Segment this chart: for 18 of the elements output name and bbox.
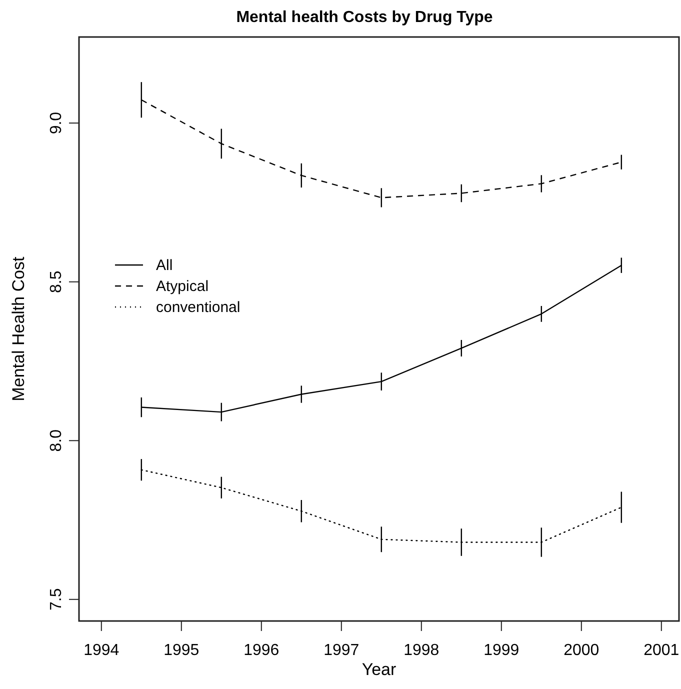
legend-label: All bbox=[156, 257, 173, 274]
x-tick-label: 1998 bbox=[404, 642, 440, 659]
x-tick-label: 2000 bbox=[564, 642, 600, 659]
legend-label: conventional bbox=[156, 299, 240, 316]
y-tick-label: 8.5 bbox=[48, 270, 65, 293]
y-axis-title: Mental Health Cost bbox=[9, 256, 28, 402]
legend-label: Atypical bbox=[156, 278, 209, 295]
x-tick-label: 1995 bbox=[164, 642, 200, 659]
y-tick-label: 8.0 bbox=[48, 429, 65, 452]
x-axis-title: Year bbox=[362, 660, 397, 679]
x-tick-label: 2001 bbox=[644, 642, 680, 659]
x-tick-label: 1999 bbox=[484, 642, 520, 659]
x-tick-label: 1994 bbox=[84, 642, 120, 659]
y-tick-label: 9.0 bbox=[48, 112, 65, 134]
y-tick-label: 7.5 bbox=[48, 588, 65, 611]
chart-title: Mental health Costs by Drug Type bbox=[236, 9, 493, 26]
x-tick-label: 1997 bbox=[324, 642, 360, 659]
x-tick-label: 1996 bbox=[244, 642, 280, 659]
